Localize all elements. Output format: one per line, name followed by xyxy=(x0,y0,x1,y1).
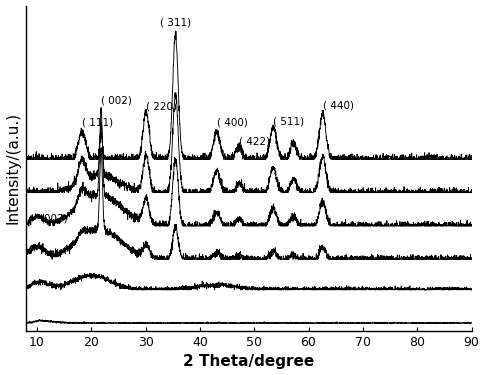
Text: ( 440): ( 440) xyxy=(322,100,353,111)
Text: ( 002): ( 002) xyxy=(101,96,132,105)
Text: ( 111): ( 111) xyxy=(82,117,113,128)
Text: ( 511): ( 511) xyxy=(272,116,304,126)
Y-axis label: Intensity/(a.u.): Intensity/(a.u.) xyxy=(5,112,20,224)
Text: ( 311): ( 311) xyxy=(160,17,191,27)
X-axis label: 2 Theta/degree: 2 Theta/degree xyxy=(183,354,314,369)
Text: ( 400): ( 400) xyxy=(216,117,247,128)
Text: (002): (002) xyxy=(40,213,67,223)
Text: ( 220): ( 220) xyxy=(146,101,177,111)
Text: ( 422): ( 422) xyxy=(239,137,270,147)
